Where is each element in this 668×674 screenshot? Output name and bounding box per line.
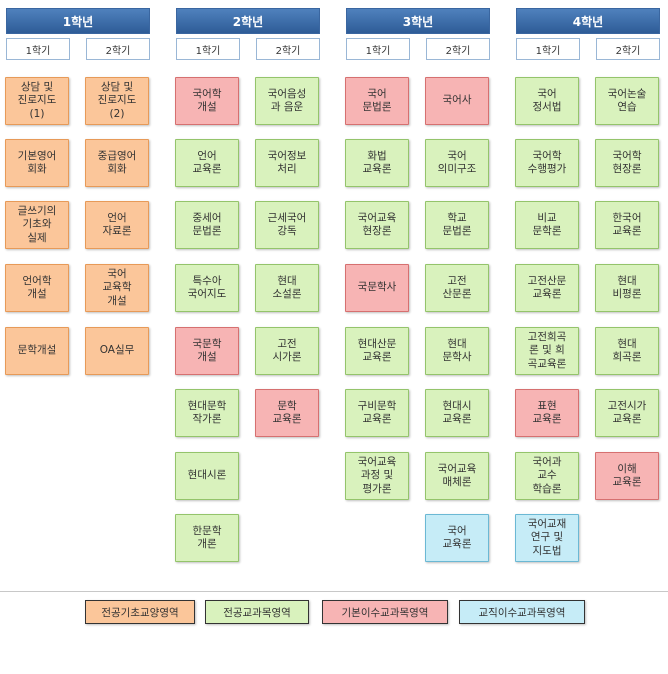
course-box: 국어교육 과정 및 평가론 [345, 452, 409, 500]
course-box: 고전시가 교육론 [595, 389, 659, 437]
course-box: 구비문학 교육론 [345, 389, 409, 437]
course-box: 고전 산문론 [425, 264, 489, 312]
course-box: 국어 교육학 개설 [85, 264, 149, 312]
course-box: 근세국어 강독 [255, 201, 319, 249]
course-box: 특수아 국어지도 [175, 264, 239, 312]
course-box: 고전희곡 론 및 희 곡교육론 [515, 327, 579, 375]
course-box: 중세어 문법론 [175, 201, 239, 249]
course-box: 국어과 교수 학습론 [515, 452, 579, 500]
year-1-semester-1: 1학기 [6, 38, 70, 60]
course-box: 국문학사 [345, 264, 409, 312]
year-3-semester-2: 2학기 [426, 38, 490, 60]
year-2-semester-1: 1학기 [176, 38, 240, 60]
year-1-semester-2: 2학기 [86, 38, 150, 60]
course-box: 이해 교육론 [595, 452, 659, 500]
course-box: 현대 비평론 [595, 264, 659, 312]
year-4-semester-1: 1학기 [516, 38, 580, 60]
course-box: 국어정보 처리 [255, 139, 319, 187]
course-box: 현대 희곡론 [595, 327, 659, 375]
course-box: 기본영어 회화 [5, 139, 69, 187]
course-box: 중급영어 회화 [85, 139, 149, 187]
course-box: 상담 및 진로지도 (2) [85, 77, 149, 125]
course-box: 한문학 개론 [175, 514, 239, 562]
course-box: 현대 소설론 [255, 264, 319, 312]
year-3-semester-1: 1학기 [346, 38, 410, 60]
course-box: 국어학 수행평가 [515, 139, 579, 187]
course-box: 표현 교육론 [515, 389, 579, 437]
course-box: 국어사 [425, 77, 489, 125]
course-box: 국어 문법론 [345, 77, 409, 125]
course-box: 국어학 현장론 [595, 139, 659, 187]
course-box: 국어 의미구조 [425, 139, 489, 187]
course-box: 국어학 개설 [175, 77, 239, 125]
course-box: 국문학 개설 [175, 327, 239, 375]
course-box: 현대문학 작가론 [175, 389, 239, 437]
year-4-semester-2: 2학기 [596, 38, 660, 60]
course-box: 언어 교육론 [175, 139, 239, 187]
year-2-header: 2학년 [176, 8, 320, 34]
course-box: 국어 정서법 [515, 77, 579, 125]
course-box: 국어음성 과 음운 [255, 77, 319, 125]
year-1-header: 1학년 [6, 8, 150, 34]
course-box: 국어교재 연구 및 지도법 [515, 514, 579, 562]
legend-divider [0, 591, 668, 592]
course-box: 학교 문법론 [425, 201, 489, 249]
year-3-header: 3학년 [346, 8, 490, 34]
course-box: 현대시론 [175, 452, 239, 500]
course-box: 국어교육 현장론 [345, 201, 409, 249]
course-box: 고전산문 교육론 [515, 264, 579, 312]
course-box: 언어학 개설 [5, 264, 69, 312]
course-box: 현대산문 교육론 [345, 327, 409, 375]
course-box: 국어논술 연습 [595, 77, 659, 125]
year-2-semester-2: 2학기 [256, 38, 320, 60]
course-box: 국어교육 매체론 [425, 452, 489, 500]
legend-item-teaching-courses: 교직이수교과목영역 [459, 600, 585, 624]
legend-item-required-basic: 기본이수교과목영역 [322, 600, 448, 624]
year-4-header: 4학년 [516, 8, 660, 34]
course-box: 문학 교육론 [255, 389, 319, 437]
course-box: 문학개설 [5, 327, 69, 375]
course-box: 언어 자료론 [85, 201, 149, 249]
legend-item-major-courses: 전공교과목영역 [205, 600, 309, 624]
course-box: 화법 교육론 [345, 139, 409, 187]
course-box: 고전 시가론 [255, 327, 319, 375]
legend-item-basic-liberal-arts: 전공기초교양영역 [85, 600, 195, 624]
course-box: 현대 문학사 [425, 327, 489, 375]
course-box: 현대시 교육론 [425, 389, 489, 437]
course-box: 한국어 교육론 [595, 201, 659, 249]
course-box: 국어 교육론 [425, 514, 489, 562]
course-box: 글쓰기의 기초와 실제 [5, 201, 69, 249]
course-box: 비교 문학론 [515, 201, 579, 249]
course-box: 상담 및 진로지도 (1) [5, 77, 69, 125]
course-box: OA실무 [85, 327, 149, 375]
